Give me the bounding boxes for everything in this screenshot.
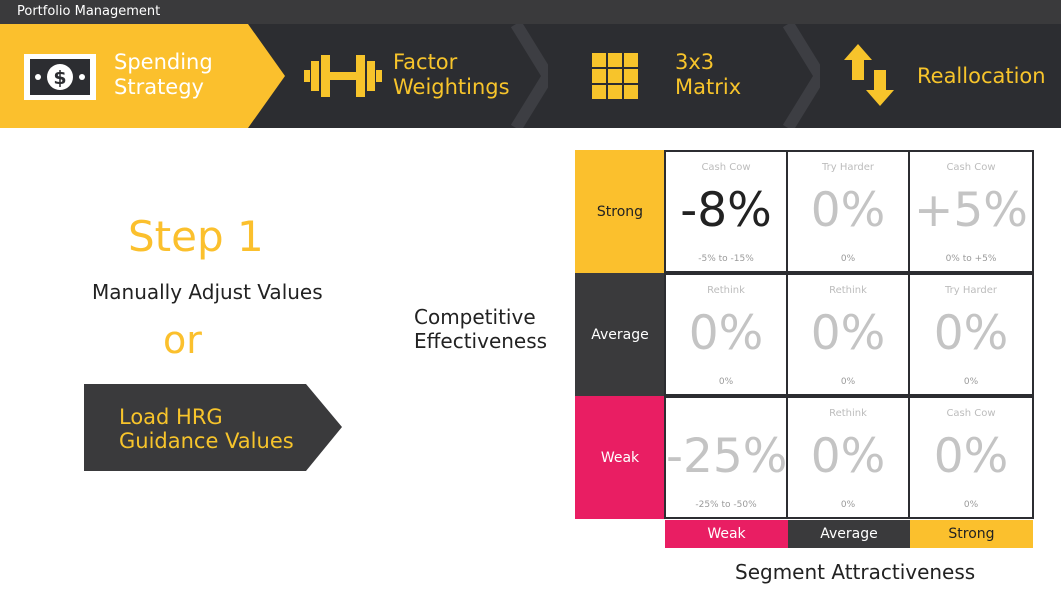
title-bar: Portfolio Management (0, 0, 1061, 24)
row-header-label: Average (591, 326, 649, 343)
cell-category: Rethink (829, 408, 867, 419)
cell-value: 0% (933, 429, 1009, 484)
x-axis-label: Segment Attractiveness (735, 560, 976, 584)
nav-step-label: Reallocation (917, 64, 1046, 88)
dumbbell-icon (304, 55, 382, 97)
column-header-label: Weak (707, 526, 746, 542)
cell-category: Rethink (829, 285, 867, 296)
step-title: Step 1 (128, 212, 264, 261)
matrix-cell[interactable]: Cash Cow 0% 0% (910, 398, 1032, 517)
column-header-average: Average (788, 520, 910, 548)
cell-category: Cash Cow (946, 408, 996, 419)
or-text: or (163, 318, 202, 362)
nav-step-label: Matrix (675, 75, 742, 99)
load-button-shape (84, 384, 342, 471)
cell-range: 0% (718, 377, 734, 387)
svg-text:$: $ (53, 67, 66, 89)
matrix-cell[interactable]: Rethink 0% 0% (788, 275, 908, 394)
load-button-label: Load HRG (119, 405, 223, 429)
nav-step-label: Factor (393, 50, 458, 74)
cell-value: 0% (810, 183, 886, 238)
load-hrg-guidance-button[interactable]: Load HRG Guidance Values (84, 384, 342, 471)
column-header-label: Strong (948, 526, 995, 542)
row-header-strong: Strong (575, 150, 665, 273)
cell-category: Rethink (707, 285, 745, 296)
step-navigation: $ Spending Strategy Factor Weightings (0, 24, 1061, 128)
cell-range: 0% (840, 500, 856, 510)
matrix-cell[interactable]: Cash Cow -8% -5% to -15% (666, 152, 786, 271)
nav-step-label: 3x3 (675, 50, 715, 74)
cell-range: 0% to +5% (945, 254, 997, 264)
nav-step-factor-weightings[interactable]: Factor Weightings (292, 24, 510, 128)
cell-category: Try Harder (821, 162, 875, 173)
cell-value: -25% (666, 429, 788, 484)
app-title: Portfolio Management (17, 4, 161, 19)
cell-range: 0% (963, 377, 979, 387)
cell-value: 0% (933, 306, 1009, 361)
column-header-weak: Weak (665, 520, 788, 548)
cell-range: 0% (963, 500, 979, 510)
cell-category: Try Harder (944, 285, 998, 296)
manual-adjust-text: Manually Adjust Values (92, 280, 323, 304)
matrix-cell[interactable]: Rethink 0% 0% (666, 275, 786, 394)
column-header-label: Average (820, 526, 878, 542)
cell-value: 0% (810, 429, 886, 484)
matrix-cell[interactable]: Try Harder 0% 0% (788, 152, 908, 271)
dollar-bill-icon: $ (24, 54, 96, 100)
matrix-cell[interactable]: Rethink 0% 0% (788, 398, 908, 517)
column-header-strong: Strong (910, 520, 1033, 548)
cell-range: -5% to -15% (698, 254, 754, 264)
matrix-cell[interactable]: Try Harder 0% 0% (910, 275, 1032, 394)
row-header-label: Weak (600, 449, 640, 466)
row-header-average: Average (575, 273, 665, 396)
row-header-label: Strong (596, 203, 644, 220)
load-button-label: Guidance Values (119, 429, 294, 453)
nav-step-label: Weightings (393, 75, 510, 99)
cell-category: Cash Cow (946, 162, 996, 173)
cell-value: -8% (680, 183, 772, 238)
cell-value: 0% (688, 306, 764, 361)
nav-step-3x3-matrix[interactable]: 3x3 Matrix (560, 24, 780, 128)
nav-separator-chevron (782, 24, 820, 128)
matrix-cell[interactable]: -25% -25% to -50% (666, 398, 788, 517)
cell-range: 0% (840, 254, 856, 264)
swap-arrows-icon (844, 44, 894, 106)
grid-icon (592, 53, 638, 99)
row-header-weak: Weak (575, 396, 665, 519)
nav-step-reallocation[interactable]: Reallocation (830, 24, 1061, 128)
matrix-grid: Cash Cow -8% -5% to -15% Try Harder 0% 0… (664, 150, 1034, 519)
nav-step-label: Spending (114, 50, 213, 74)
y-axis-label-line: Competitive (414, 305, 536, 329)
nav-active-background (0, 24, 285, 128)
nav-separator-chevron (510, 24, 548, 128)
cell-range: 0% (840, 377, 856, 387)
nav-step-label: Strategy (114, 75, 204, 99)
cell-category: Cash Cow (701, 162, 751, 173)
y-axis-label: Competitive Effectiveness (414, 305, 547, 353)
nav-step-spending-strategy[interactable]: $ Spending Strategy (0, 24, 285, 128)
cell-value: +5% (914, 183, 1028, 238)
cell-range: -25% to -50% (695, 500, 757, 510)
matrix-cell[interactable]: Cash Cow +5% 0% to +5% (910, 152, 1032, 271)
cell-value: 0% (810, 306, 886, 361)
y-axis-label-line: Effectiveness (414, 329, 548, 353)
